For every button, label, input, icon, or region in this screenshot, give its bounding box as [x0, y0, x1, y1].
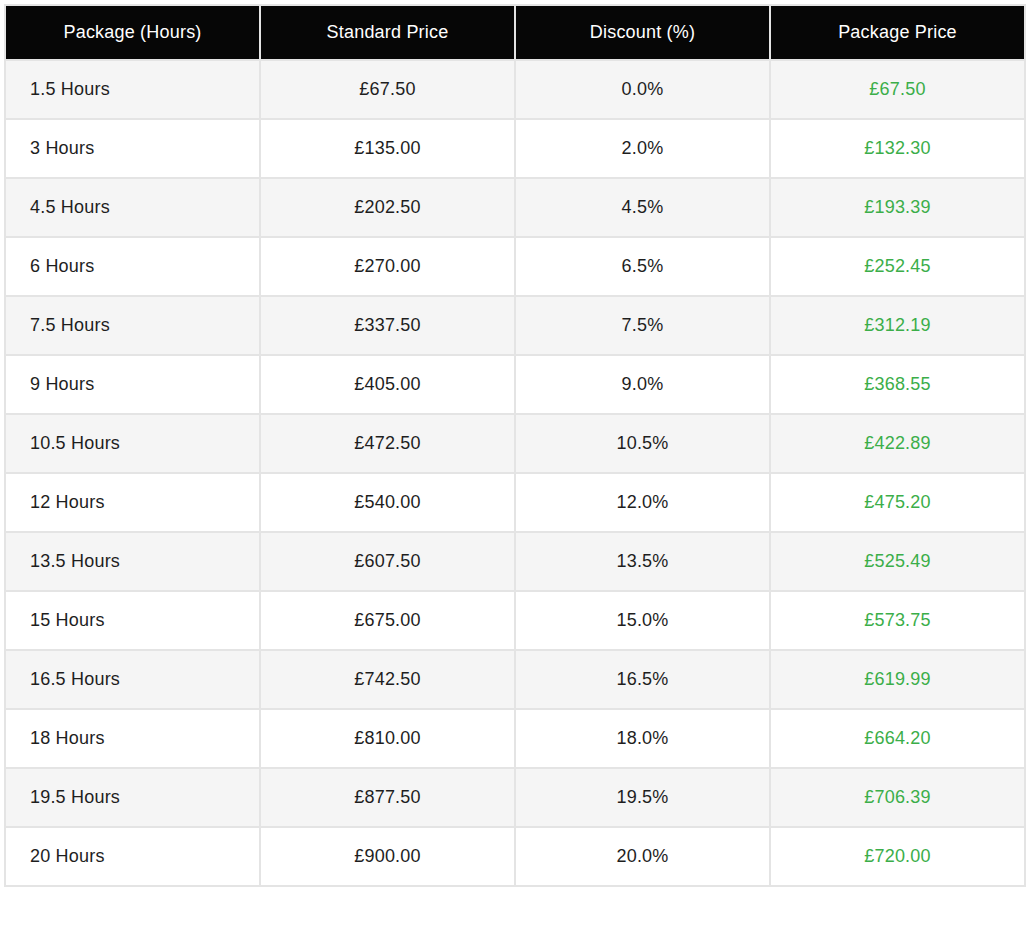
package-cell: 4.5 Hours: [5, 178, 260, 237]
pricing-table-container: Package (Hours) Standard Price Discount …: [0, 0, 1030, 891]
table-row: 16.5 Hours £742.50 16.5% £619.99: [5, 650, 1025, 709]
pricing-table: Package (Hours) Standard Price Discount …: [4, 4, 1026, 887]
header-standard-price: Standard Price: [260, 5, 515, 60]
package-price-cell: £193.39: [770, 178, 1025, 237]
standard-price-cell: £270.00: [260, 237, 515, 296]
discount-cell: 15.0%: [515, 591, 770, 650]
discount-cell: 19.5%: [515, 768, 770, 827]
package-cell: 10.5 Hours: [5, 414, 260, 473]
standard-price-cell: £67.50: [260, 60, 515, 119]
package-price-cell: £368.55: [770, 355, 1025, 414]
table-row: 10.5 Hours £472.50 10.5% £422.89: [5, 414, 1025, 473]
standard-price-cell: £900.00: [260, 827, 515, 886]
header-discount: Discount (%): [515, 5, 770, 60]
table-row: 9 Hours £405.00 9.0% £368.55: [5, 355, 1025, 414]
table-row: 6 Hours £270.00 6.5% £252.45: [5, 237, 1025, 296]
standard-price-cell: £135.00: [260, 119, 515, 178]
package-cell: 3 Hours: [5, 119, 260, 178]
package-cell: 12 Hours: [5, 473, 260, 532]
discount-cell: 20.0%: [515, 827, 770, 886]
standard-price-cell: £742.50: [260, 650, 515, 709]
pricing-table-header: Package (Hours) Standard Price Discount …: [5, 5, 1025, 60]
table-row: 12 Hours £540.00 12.0% £475.20: [5, 473, 1025, 532]
discount-cell: 16.5%: [515, 650, 770, 709]
table-row: 15 Hours £675.00 15.0% £573.75: [5, 591, 1025, 650]
discount-cell: 10.5%: [515, 414, 770, 473]
standard-price-cell: £202.50: [260, 178, 515, 237]
table-row: 7.5 Hours £337.50 7.5% £312.19: [5, 296, 1025, 355]
discount-cell: 13.5%: [515, 532, 770, 591]
table-row: 18 Hours £810.00 18.0% £664.20: [5, 709, 1025, 768]
package-price-cell: £67.50: [770, 60, 1025, 119]
package-cell: 15 Hours: [5, 591, 260, 650]
discount-cell: 0.0%: [515, 60, 770, 119]
package-cell: 6 Hours: [5, 237, 260, 296]
package-price-cell: £573.75: [770, 591, 1025, 650]
standard-price-cell: £540.00: [260, 473, 515, 532]
package-cell: 20 Hours: [5, 827, 260, 886]
package-price-cell: £706.39: [770, 768, 1025, 827]
discount-cell: 2.0%: [515, 119, 770, 178]
table-row: 1.5 Hours £67.50 0.0% £67.50: [5, 60, 1025, 119]
standard-price-cell: £337.50: [260, 296, 515, 355]
package-cell: 18 Hours: [5, 709, 260, 768]
standard-price-cell: £405.00: [260, 355, 515, 414]
package-cell: 19.5 Hours: [5, 768, 260, 827]
table-row: 13.5 Hours £607.50 13.5% £525.49: [5, 532, 1025, 591]
standard-price-cell: £607.50: [260, 532, 515, 591]
table-row: 3 Hours £135.00 2.0% £132.30: [5, 119, 1025, 178]
table-row: 20 Hours £900.00 20.0% £720.00: [5, 827, 1025, 886]
table-row: 19.5 Hours £877.50 19.5% £706.39: [5, 768, 1025, 827]
discount-cell: 12.0%: [515, 473, 770, 532]
discount-cell: 4.5%: [515, 178, 770, 237]
discount-cell: 9.0%: [515, 355, 770, 414]
package-price-cell: £132.30: [770, 119, 1025, 178]
standard-price-cell: £675.00: [260, 591, 515, 650]
package-price-cell: £619.99: [770, 650, 1025, 709]
pricing-table-body: 1.5 Hours £67.50 0.0% £67.50 3 Hours £13…: [5, 60, 1025, 886]
package-price-cell: £422.89: [770, 414, 1025, 473]
package-price-cell: £664.20: [770, 709, 1025, 768]
package-cell: 7.5 Hours: [5, 296, 260, 355]
table-row: 4.5 Hours £202.50 4.5% £193.39: [5, 178, 1025, 237]
header-package-price: Package Price: [770, 5, 1025, 60]
package-price-cell: £312.19: [770, 296, 1025, 355]
discount-cell: 7.5%: [515, 296, 770, 355]
standard-price-cell: £810.00: [260, 709, 515, 768]
header-row: Package (Hours) Standard Price Discount …: [5, 5, 1025, 60]
discount-cell: 6.5%: [515, 237, 770, 296]
package-price-cell: £720.00: [770, 827, 1025, 886]
package-price-cell: £525.49: [770, 532, 1025, 591]
discount-cell: 18.0%: [515, 709, 770, 768]
package-price-cell: £252.45: [770, 237, 1025, 296]
package-cell: 9 Hours: [5, 355, 260, 414]
package-cell: 16.5 Hours: [5, 650, 260, 709]
header-package-hours: Package (Hours): [5, 5, 260, 60]
package-cell: 1.5 Hours: [5, 60, 260, 119]
standard-price-cell: £472.50: [260, 414, 515, 473]
package-price-cell: £475.20: [770, 473, 1025, 532]
standard-price-cell: £877.50: [260, 768, 515, 827]
package-cell: 13.5 Hours: [5, 532, 260, 591]
